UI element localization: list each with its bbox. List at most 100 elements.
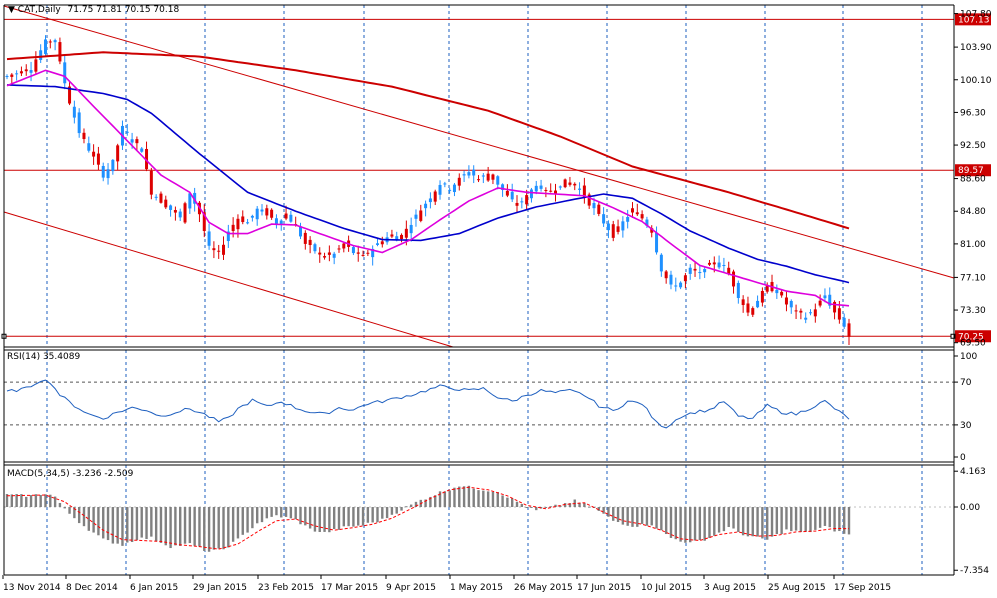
- macd-histogram-bar: [304, 507, 307, 526]
- candle-body: [327, 252, 331, 255]
- candle-body: [106, 169, 110, 179]
- macd-histogram-bar: [111, 507, 115, 544]
- candle-body: [332, 253, 336, 258]
- candle-body: [390, 234, 394, 237]
- macd-histogram-bar: [203, 507, 206, 551]
- candle-body: [82, 132, 86, 140]
- price-axis-label: 88.60: [960, 175, 986, 185]
- macd-histogram-bar: [482, 490, 485, 507]
- macd-histogram-bar: [664, 507, 668, 535]
- candle-body: [544, 190, 548, 192]
- candle-body: [140, 148, 144, 152]
- candle-body: [828, 294, 832, 306]
- candle-body: [510, 191, 514, 200]
- macd-histogram-bar: [121, 507, 124, 546]
- candle-body: [58, 42, 62, 62]
- macd-histogram-bar: [563, 503, 567, 507]
- macd-histogram-bar: [838, 507, 841, 532]
- candle-body: [87, 143, 91, 151]
- macd-histogram-bar: [544, 507, 548, 508]
- price-axis-label: 103.90: [960, 43, 992, 53]
- macd-histogram-bar: [842, 507, 846, 534]
- candle-body: [736, 282, 740, 299]
- macd-pane: 4.163 0.00 -7.354: [4, 467, 989, 576]
- candle-body: [135, 139, 139, 144]
- candle-body: [799, 310, 803, 313]
- candle-body: [640, 214, 644, 219]
- candle-body: [414, 214, 418, 219]
- candle-body: [380, 241, 384, 245]
- candle-body: [173, 210, 177, 213]
- candle-body: [404, 228, 408, 238]
- time-axis-label: 8 Dec 2014: [66, 583, 118, 593]
- candle-body: [77, 112, 81, 134]
- horizontal-levels[interactable]: 107.13 89.57 70.25: [1, 13, 991, 343]
- price-axis-label: 81.00: [960, 240, 986, 250]
- candle-body: [818, 300, 822, 306]
- candle-body: [101, 165, 105, 178]
- candle-body: [457, 177, 461, 186]
- candle-body: [462, 174, 466, 176]
- rsi-axis-label: 100: [960, 352, 977, 362]
- candle-body: [635, 212, 639, 215]
- candle-body: [688, 267, 692, 274]
- macd-histogram-bar: [231, 507, 235, 542]
- macd-histogram-bar: [713, 507, 716, 536]
- candle-body: [582, 185, 586, 198]
- macd-histogram-bar: [236, 507, 240, 539]
- time-axis-label: 17 Jun 2015: [577, 583, 631, 593]
- candle-body: [193, 192, 197, 204]
- macd-histogram-bar: [347, 507, 350, 527]
- macd-histogram-bar: [621, 507, 625, 525]
- pane-frames: [3, 4, 955, 576]
- candle-body: [92, 151, 96, 157]
- macd-histogram-bar: [799, 507, 803, 533]
- macd-histogram-bar: [400, 507, 403, 511]
- macd-histogram-bar: [434, 495, 437, 507]
- macd-histogram-bar: [530, 506, 533, 508]
- macd-histogram-bar: [756, 507, 759, 537]
- rsi-line: [6, 379, 850, 429]
- candle-body: [313, 244, 317, 252]
- macd-histogram-bar: [265, 507, 269, 519]
- time-axis-label: 1 May 2015: [450, 583, 503, 593]
- macd-histogram-bar: [212, 507, 216, 550]
- candle-body: [597, 204, 601, 214]
- price-axis: 107.80 103.90 100.10 96.30 92.50 88.60 84.80 81…: [954, 10, 992, 349]
- macd-histogram-bar: [626, 507, 629, 526]
- time-axis-label: 26 May 2015: [514, 583, 573, 593]
- ohlc-values: 71.75 71.81 70.15 70.18: [67, 5, 180, 15]
- macd-histogram-bar: [73, 507, 76, 519]
- price-axis-label: 100.10: [960, 76, 992, 86]
- candle-body: [34, 59, 38, 72]
- candle-body: [164, 199, 168, 208]
- candle-body: [438, 184, 442, 195]
- candle-body: [15, 73, 19, 75]
- macd-histogram-bar: [390, 507, 394, 515]
- price-axis-label: 69.50: [960, 339, 986, 349]
- macd-histogram-bar: [381, 507, 384, 519]
- candle-body: [443, 183, 447, 185]
- candle-body: [563, 179, 567, 188]
- macd-histogram-bar: [328, 507, 331, 533]
- macd-histogram-bar: [395, 507, 398, 514]
- macd-histogram-bar: [780, 507, 783, 535]
- macd-histogram-bar: [68, 507, 71, 514]
- candle-body: [260, 209, 264, 212]
- trend-channel[interactable]: [3, 5, 955, 348]
- macd-histogram-bar: [669, 507, 673, 538]
- candle-body: [683, 275, 687, 282]
- candle-body: [323, 256, 327, 258]
- candle-body: [616, 226, 620, 232]
- macd-histogram-bar: [458, 486, 461, 507]
- macd-axis-label: 4.163: [960, 467, 986, 477]
- macd-histogram-bar: [823, 507, 827, 526]
- candle-body: [400, 234, 404, 240]
- macd-histogram-bar: [376, 507, 379, 523]
- macd-histogram-bar: [520, 503, 524, 507]
- collapse-triangle-icon[interactable]: ▼: [8, 5, 15, 15]
- candle-body: [534, 185, 538, 192]
- macd-histogram-bar: [44, 494, 47, 507]
- candle-body: [424, 203, 428, 209]
